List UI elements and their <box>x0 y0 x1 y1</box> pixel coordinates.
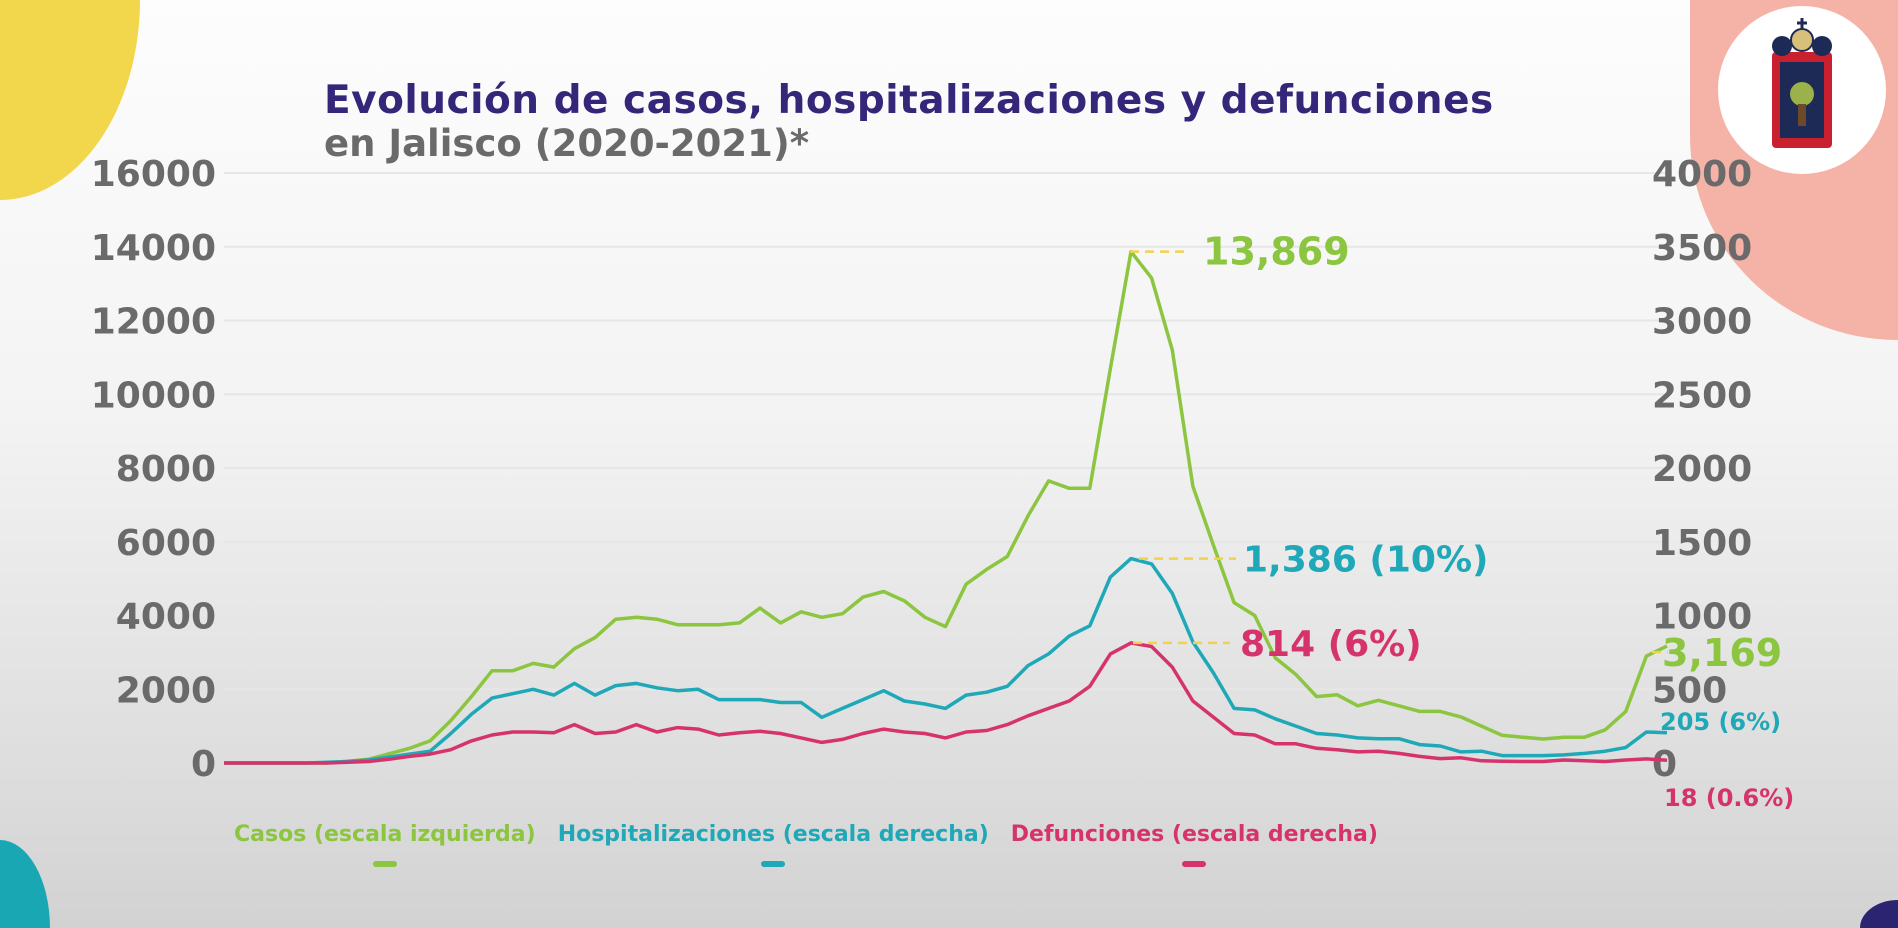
left-tick-label: 14000 <box>91 228 216 269</box>
right-tick-label: 3000 <box>1652 302 1752 343</box>
left-tick-label: 2000 <box>116 670 216 711</box>
casos-peak-label: 13,869 <box>1203 230 1350 274</box>
right-tick-label: 0 <box>1652 744 1677 785</box>
right-tick-label: 4000 <box>1652 154 1752 195</box>
def-peak-label: 814 (6%) <box>1240 624 1422 665</box>
legend-entry-casos: Casos (escala izquierda) <box>234 822 536 867</box>
legend-entry-defunciones: Defunciones (escala derecha) <box>1011 822 1378 867</box>
left-tick-label: 8000 <box>116 449 216 490</box>
right-tick-label: 2500 <box>1652 375 1752 416</box>
legend-entry-hospitalizaciones: Hospitalizaciones (escala derecha) <box>558 822 989 867</box>
legend: Casos (escala izquierda) Hospitalizacion… <box>234 822 1378 867</box>
legend-casos: Casos (escala izquierda) <box>234 822 536 847</box>
legend-swatch-casos <box>372 861 397 867</box>
casos-line <box>224 249 1668 765</box>
chart-subtitle: en Jalisco (2020-2021)* <box>324 122 810 165</box>
right-tick-label: 1000 <box>1652 597 1752 638</box>
right-tick-label: 3500 <box>1652 228 1752 269</box>
crest-icon <box>1772 18 1832 148</box>
left-tick-label: 0 <box>191 744 216 785</box>
hospitalizaciones-line <box>224 556 1668 765</box>
right-tick-label: 500 <box>1652 670 1727 711</box>
legend-swatch-hospitalizaciones <box>761 861 786 867</box>
left-tick-label: 12000 <box>91 302 216 343</box>
left-tick-label: 10000 <box>91 375 216 416</box>
left-tick-label: 6000 <box>116 523 216 564</box>
chart-title: Evolución de casos, hospitalizaciones y … <box>324 78 1494 123</box>
legend-swatch-defunciones <box>1182 861 1207 867</box>
legend-defunciones: Defunciones (escala derecha) <box>1010 822 1378 847</box>
casos-last-label: 3,169 <box>1662 631 1782 675</box>
defunciones-line <box>224 641 1668 765</box>
legend-hospitalizaciones: Hospitalizaciones (escala derecha) <box>557 822 989 847</box>
def-last-label: 18 (0.6%) <box>1664 784 1794 812</box>
university-logo <box>1718 6 1886 174</box>
right-tick-label: 2000 <box>1652 449 1752 490</box>
left-tick-label: 4000 <box>116 597 216 638</box>
right-tick-label: 1500 <box>1652 523 1752 564</box>
hosp-peak-label: 1,386 (10%) <box>1243 540 1488 581</box>
hosp-last-label: 205 (6%) <box>1660 708 1781 736</box>
left-tick-label: 16000 <box>91 154 216 195</box>
